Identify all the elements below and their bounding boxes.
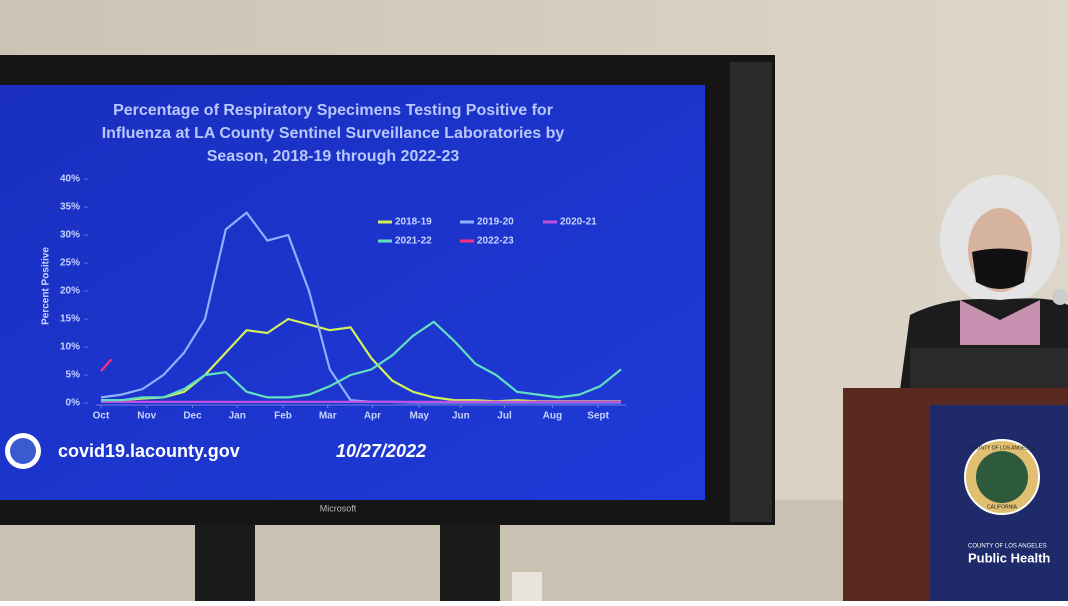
x-tick-label: Mar xyxy=(319,411,337,422)
legend-label: 2019-20 xyxy=(477,217,514,228)
outlet xyxy=(512,572,542,601)
y-tick-label: 10% xyxy=(60,342,80,353)
chart-title-line: Percentage of Respiratory Specimens Test… xyxy=(113,102,553,119)
x-tick-label: Oct xyxy=(93,411,110,422)
y-tick-label: 20% xyxy=(60,286,80,297)
chart-title: Percentage of Respiratory Specimens Test… xyxy=(102,102,565,165)
date: 10/27/2022 xyxy=(336,441,426,461)
shirt xyxy=(960,300,1040,345)
stand-leg xyxy=(195,515,255,601)
brand: Microsoft xyxy=(320,503,357,513)
y-tick-label: 40% xyxy=(60,174,80,185)
legend-label: 2021-22 xyxy=(395,236,432,247)
mask xyxy=(972,248,1028,289)
x-tick-label: Feb xyxy=(274,411,292,422)
series-line xyxy=(100,358,113,372)
x-tick-label: Nov xyxy=(137,411,156,422)
x-tick-label: Sept xyxy=(587,411,609,422)
x-tick-label: Apr xyxy=(364,411,381,422)
chart-title-line: Influenza at LA County Sentinel Surveill… xyxy=(102,125,565,142)
x-tick-label: Dec xyxy=(183,411,202,422)
url: covid19.lacounty.gov xyxy=(58,441,240,461)
y-tick-label: 25% xyxy=(60,258,80,269)
legend-label: 2018-19 xyxy=(395,217,432,228)
y-tick-label: 35% xyxy=(60,202,80,213)
chart-title-line: Season, 2018-19 through 2022-23 xyxy=(207,148,460,165)
microphone xyxy=(1052,289,1068,305)
seal-center xyxy=(976,451,1028,503)
screen xyxy=(0,85,705,500)
x-tick-label: Aug xyxy=(543,411,562,422)
org-small: COUNTY OF LOS ANGELES xyxy=(968,544,1047,550)
legend-label: 2022-23 xyxy=(477,236,514,247)
logo-inner xyxy=(10,438,36,464)
x-tick-label: May xyxy=(410,411,430,422)
y-tick-label: 15% xyxy=(60,314,80,325)
x-tick-label: Jul xyxy=(497,411,512,422)
seal-text: CALIFORNIA xyxy=(987,504,1018,510)
monitor-side xyxy=(730,62,772,522)
org: Public Health xyxy=(968,550,1050,565)
seal-text: COUNTY OF LOS ANGELES xyxy=(969,445,1035,451)
x-tick-label: Jun xyxy=(452,411,470,422)
y-axis-label: Percent Positive xyxy=(41,247,52,325)
y-tick-label: 30% xyxy=(60,230,80,241)
stand-leg xyxy=(440,515,500,601)
laptop xyxy=(910,348,1068,390)
legend-label: 2020-21 xyxy=(560,217,597,228)
y-tick-label: 5% xyxy=(66,370,81,381)
y-tick-label: 0% xyxy=(66,398,81,409)
series-line xyxy=(101,320,622,402)
x-tick-label: Jan xyxy=(229,411,246,422)
